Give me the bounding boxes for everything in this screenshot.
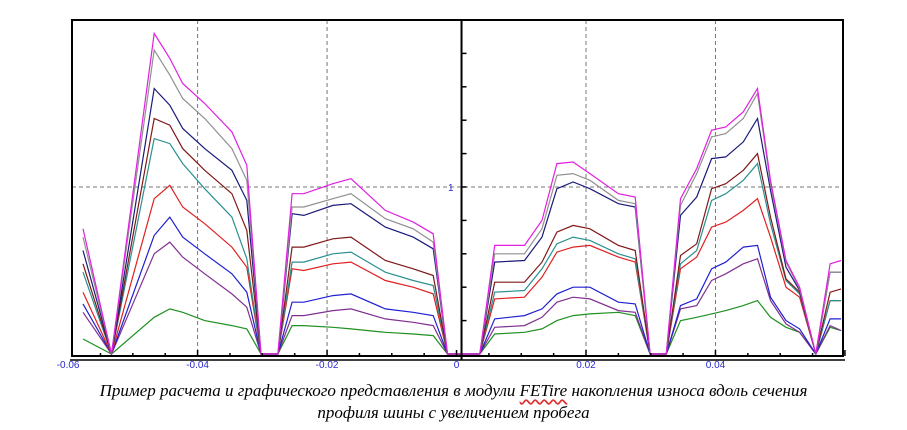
plot-frame [71,19,844,357]
caption-text: накопления износа вдоль сечения [567,381,808,400]
x-tick-label: 0 [454,360,460,371]
series-line-dark-red [82,117,842,355]
x-tick-label: -0.02 [316,360,339,371]
caption-line-2: профиля шины с увеличением пробега [317,403,590,422]
figure-caption: Пример расчета и графического представле… [0,380,907,424]
y-tick-label: 1 [448,183,454,194]
series-line-navy [82,87,842,355]
tick-labels: -0.06 -0.04 -0.02 0 0.02 0.04 1 [57,183,726,371]
x-tick-label: 0.02 [576,360,596,371]
series-line-magenta [82,31,842,355]
caption-line-1: Пример расчета и графического представле… [0,380,907,402]
wear-chart: -0.06 -0.04 -0.02 0 0.02 0.04 1 [57,19,846,371]
x-tick-label: -0.04 [186,360,209,371]
x-tick-label: -0.06 [57,360,80,371]
series-line-teal [82,137,842,357]
series-line-purple [82,241,842,356]
x-tick-label: 0.04 [706,360,726,371]
caption-text: Пример расчета и графического представле… [99,381,520,400]
series-group [82,31,842,357]
series-line-blue [82,216,842,356]
series-line-green [82,299,842,356]
series-line-gray [82,48,842,355]
module-name: FETire [519,381,568,400]
series-line-red [82,184,842,357]
axes [70,19,846,361]
grid-lines [72,20,843,354]
